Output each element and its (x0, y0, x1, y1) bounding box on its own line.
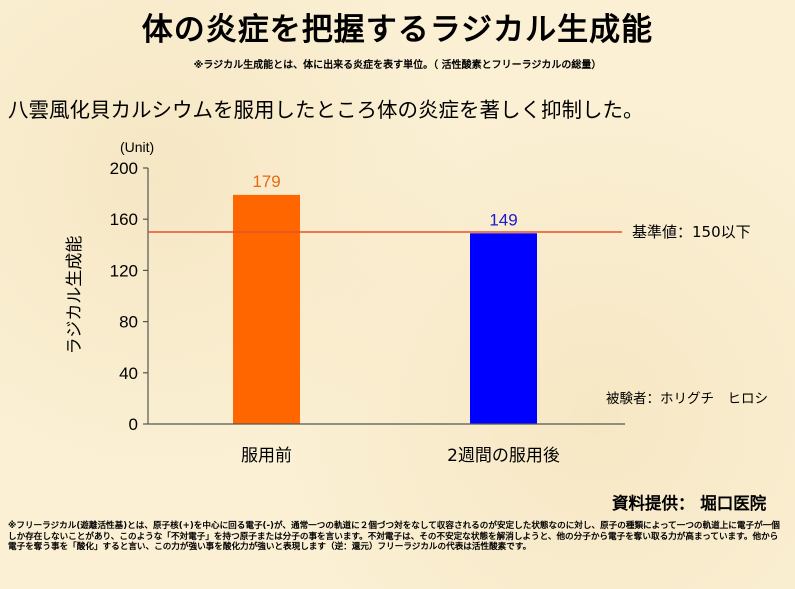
y-tick-label: 200 (110, 159, 138, 178)
bar (470, 233, 537, 424)
y-tick-label: 160 (110, 210, 138, 229)
bar-value-label: 179 (252, 172, 280, 191)
x-category-label: 2週間の服用後 (447, 446, 560, 466)
bar (233, 194, 300, 424)
y-tick-label: 120 (110, 261, 138, 280)
data-credit: 資料提供： 堀口医院 (612, 494, 767, 513)
subject-label: 被験者：ホリグチ ヒロシ (606, 391, 768, 407)
reference-line-label: 基準値：150以下 (632, 223, 751, 241)
y-axis-label: ラジカル生成能 (65, 236, 85, 355)
headline: 八雲風化貝カルシウムを服用したところ体の炎症を著しく抑制した。 (8, 98, 644, 122)
page-title: 体の炎症を把握するラジカル生成能 (141, 12, 654, 48)
bar-value-label: 149 (489, 210, 517, 229)
x-category-label: 服用前 (241, 446, 292, 466)
bar-group: 179 服用前 149 2週間の服用後 (233, 172, 560, 466)
y-tick-label: 0 (129, 415, 138, 434)
y-tick-group: 0 40 80 120 160 200 (110, 159, 148, 434)
footnote: ※フリーラジカル(遊離活性基)とは、原子核(+)を中心に回る電子(-)が、通常一… (8, 521, 780, 552)
y-tick-label: 40 (119, 364, 138, 383)
y-tick-label: 80 (119, 313, 138, 332)
unit-label: (Unit) (120, 139, 154, 155)
subtitle-note: ※ラジカル生成能とは、体に出来る炎症を表す単位。（ 活性酸素とフリーラジカルの総… (193, 60, 602, 71)
